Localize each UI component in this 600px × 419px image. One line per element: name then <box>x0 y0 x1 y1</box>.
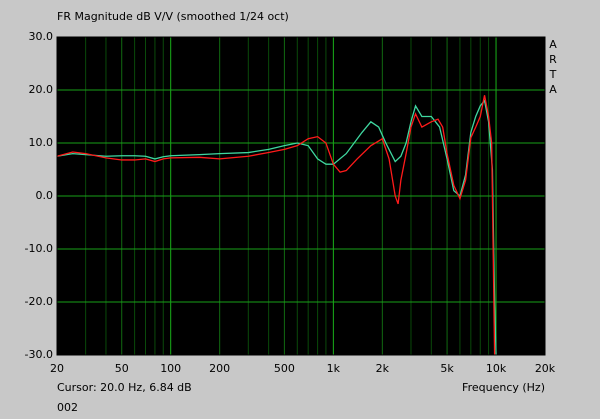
x-axis-label: Frequency (Hz) <box>462 381 545 394</box>
series-line <box>56 95 496 356</box>
x-tick-label: 50 <box>115 362 129 375</box>
x-tick-label: 1k <box>327 362 341 375</box>
y-tick-label: -10.0 <box>25 242 53 255</box>
plot-border <box>56 36 546 356</box>
x-tick-label: 5k <box>440 362 454 375</box>
footer: 002 <box>57 401 78 414</box>
side-label: A <box>549 38 557 51</box>
y-tick-label: 10.0 <box>29 136 54 149</box>
y-tick-label: -30.0 <box>25 348 53 361</box>
x-tick-label: 500 <box>274 362 295 375</box>
side-label: R <box>549 53 557 66</box>
cursor-readout: Cursor: 20.0 Hz, 6.84 dB <box>57 381 192 394</box>
y-tick-label: 30.0 <box>29 30 54 43</box>
x-tick-label: 20 <box>50 362 64 375</box>
side-label: A <box>549 83 557 96</box>
y-tick-label: 20.0 <box>29 83 54 96</box>
x-tick-label: 200 <box>209 362 230 375</box>
series-line <box>56 99 497 356</box>
x-tick-label: 10k <box>486 362 507 375</box>
x-tick-label: 2k <box>376 362 390 375</box>
x-tick-label: 20k <box>535 362 556 375</box>
chart-title: FR Magnitude dB V/V (smoothed 1/24 oct) <box>57 10 289 23</box>
y-tick-label: -20.0 <box>25 295 53 308</box>
x-tick-label: 100 <box>160 362 181 375</box>
y-tick-label: 0.0 <box>36 189 54 202</box>
side-label: T <box>549 68 557 81</box>
